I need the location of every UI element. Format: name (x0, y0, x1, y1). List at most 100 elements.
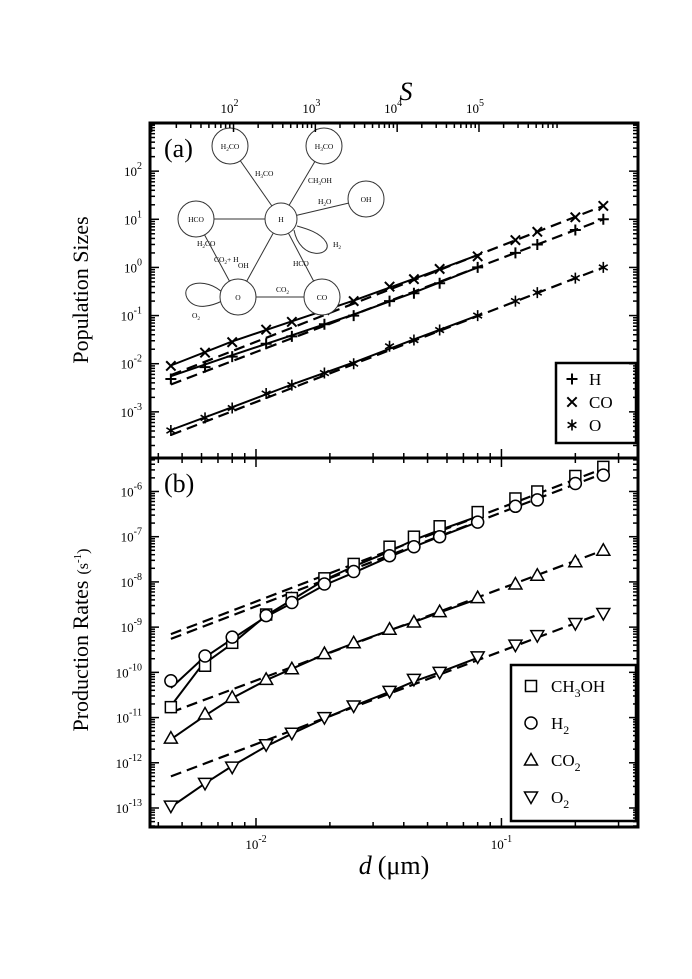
panel-0-series-0-point-12 (531, 238, 543, 250)
network-node-label-h2co-sub: 2 (226, 147, 229, 153)
panel-0-series-2-point-13 (570, 272, 581, 284)
y-axis-label-b-unit: (s (75, 563, 92, 575)
panel-0-series-2-point-5 (319, 367, 330, 379)
panel-1-series-1-point-4 (285, 595, 299, 610)
s-tick-label: 102 (221, 98, 239, 116)
y-tick-base: 10 (124, 164, 137, 179)
panel-0-series-1-point-8 (408, 273, 420, 285)
network-h3co-edge: H3CO (255, 169, 274, 180)
panel-0-series-1-point-14 (597, 200, 609, 212)
network-oh-edge-main: OH (238, 261, 249, 270)
panel-1-series-1-point-12 (530, 493, 545, 507)
s-tick-label: 105 (466, 98, 484, 116)
network-co2h-edge: CO2+ H (214, 255, 239, 266)
legend-b-label-3-main: O (551, 788, 563, 807)
y-tick-exp: -3 (134, 402, 142, 413)
panel-0-series-0-point-4 (286, 330, 298, 342)
legend-b-label-1-main: H (551, 714, 563, 733)
s-tick-base: 10 (466, 101, 479, 116)
panel-0-series-2-point-8 (409, 334, 419, 346)
network-oh-edge: OH (238, 261, 249, 270)
panel-0-series-2-point-12 (532, 287, 543, 299)
panel-0-series-0-point-6 (348, 310, 360, 322)
network-h2co-edge-tail: CO (205, 239, 216, 248)
y-tick-base: 10 (121, 357, 134, 372)
network-h3co-edge-main: H (255, 169, 261, 178)
panel-1-series-3-point-3 (258, 739, 274, 753)
network-node-h (264, 202, 298, 236)
panel-1-series-2-point-11 (507, 575, 524, 590)
panel-0-series-2-point-6 (348, 358, 359, 370)
panel-0-series-0-point-7 (384, 295, 396, 307)
panel-1-series-3-point-4 (284, 727, 300, 742)
network-h2co-edge-sub: 2 (202, 244, 205, 250)
panel-1-series-3-point-7 (381, 685, 398, 700)
network-h2co-edge-main: H (197, 239, 203, 248)
panel-0-series-2-point-2 (227, 402, 238, 414)
s-tick-exp: 4 (397, 98, 402, 109)
y-tick-exp: 0 (137, 257, 142, 268)
legend-b-label-0-main: CH (551, 677, 575, 696)
legend-b-label-1: H2 (551, 714, 569, 737)
legend-b-marker-1 (524, 716, 538, 730)
panel-1-series-2-point-7 (381, 621, 398, 635)
network-node-label-h3co-main: H (315, 142, 321, 151)
panel-0-series-1-point-1 (199, 347, 211, 358)
y-tick-exp: -9 (134, 617, 142, 628)
panel-1-series-3-point-6 (345, 700, 362, 715)
network-h2-loop (293, 225, 328, 254)
panel-1-series-2-point-5 (316, 645, 333, 660)
panel-0-series-1-point-4 (286, 316, 298, 328)
panel-0-series-0-point-10 (472, 261, 484, 273)
network-o2-loop-sub: 2 (197, 316, 200, 322)
y-tick-label: 10-10 (116, 662, 142, 680)
legend-b-label-2-main: CO (551, 751, 575, 770)
network-h2-loop: H2 (333, 240, 341, 251)
y-tick-base: 10 (116, 711, 129, 726)
network-node-o (219, 278, 257, 316)
y-tick-base: 10 (116, 665, 129, 680)
panel-0-series-0-point-5 (318, 318, 330, 330)
y-axis-label-b-close: ) (75, 549, 92, 554)
panel-1-series-2-point-1 (197, 705, 213, 720)
legend-b-label-3: O2 (551, 788, 569, 811)
y-tick-label: 10-9 (121, 617, 142, 635)
y-tick-base: 10 (121, 309, 134, 324)
y-axis-label-b: Production Rates (s-1) (68, 549, 93, 732)
panel-1-series-2-point-6 (345, 634, 362, 649)
panel-1-series-1-point-2 (225, 630, 239, 644)
network-ch3oh-edge-main: CH (308, 176, 319, 185)
x-tick-exp: -1 (504, 834, 512, 845)
panel-1-solid-fit-1 (170, 521, 479, 689)
legend-b-label-0-tail: OH (581, 677, 606, 696)
x-tick-label: 10-1 (491, 834, 512, 852)
panel-0-series-1-point-6 (348, 295, 360, 307)
network-co2h-edge-sub: 2 (224, 260, 227, 266)
panel-1-series-2-point-12 (529, 567, 546, 582)
y-tick-label: 10-1 (121, 306, 142, 324)
network-ch3oh-edge-sub: 3 (318, 181, 321, 187)
y-tick-label: 10-13 (116, 798, 142, 816)
network-node-label-h2co-main: H (221, 142, 227, 151)
s-tick-base: 10 (221, 101, 234, 116)
y-tick-base: 10 (121, 405, 134, 420)
panel-0-series-2-point-7 (384, 340, 395, 352)
s-tick-base: 10 (384, 101, 397, 116)
y-tick-label: 10-6 (121, 481, 142, 499)
panel-0-series-2-point-1 (200, 412, 210, 424)
network-h2co-edge: H2CO (197, 239, 216, 250)
network-co2h-edge-main: CO (214, 255, 225, 264)
network-node-label-h2co-tail: CO (229, 142, 240, 151)
y-tick-label: 10-2 (121, 354, 142, 372)
legend-a-box (554, 361, 638, 445)
legend-a-label-1: CO (589, 393, 613, 412)
y-tick-exp: -11 (129, 708, 142, 719)
network-o2-loop (185, 282, 224, 307)
network-node-label-h2co: H2CO (221, 142, 240, 153)
panel-1-series-1-point-14 (596, 468, 611, 482)
network-h2-loop-sub: 2 (338, 245, 341, 251)
panel-1-series-1-point-3 (259, 608, 273, 623)
legend-b-marker-2 (523, 751, 539, 766)
